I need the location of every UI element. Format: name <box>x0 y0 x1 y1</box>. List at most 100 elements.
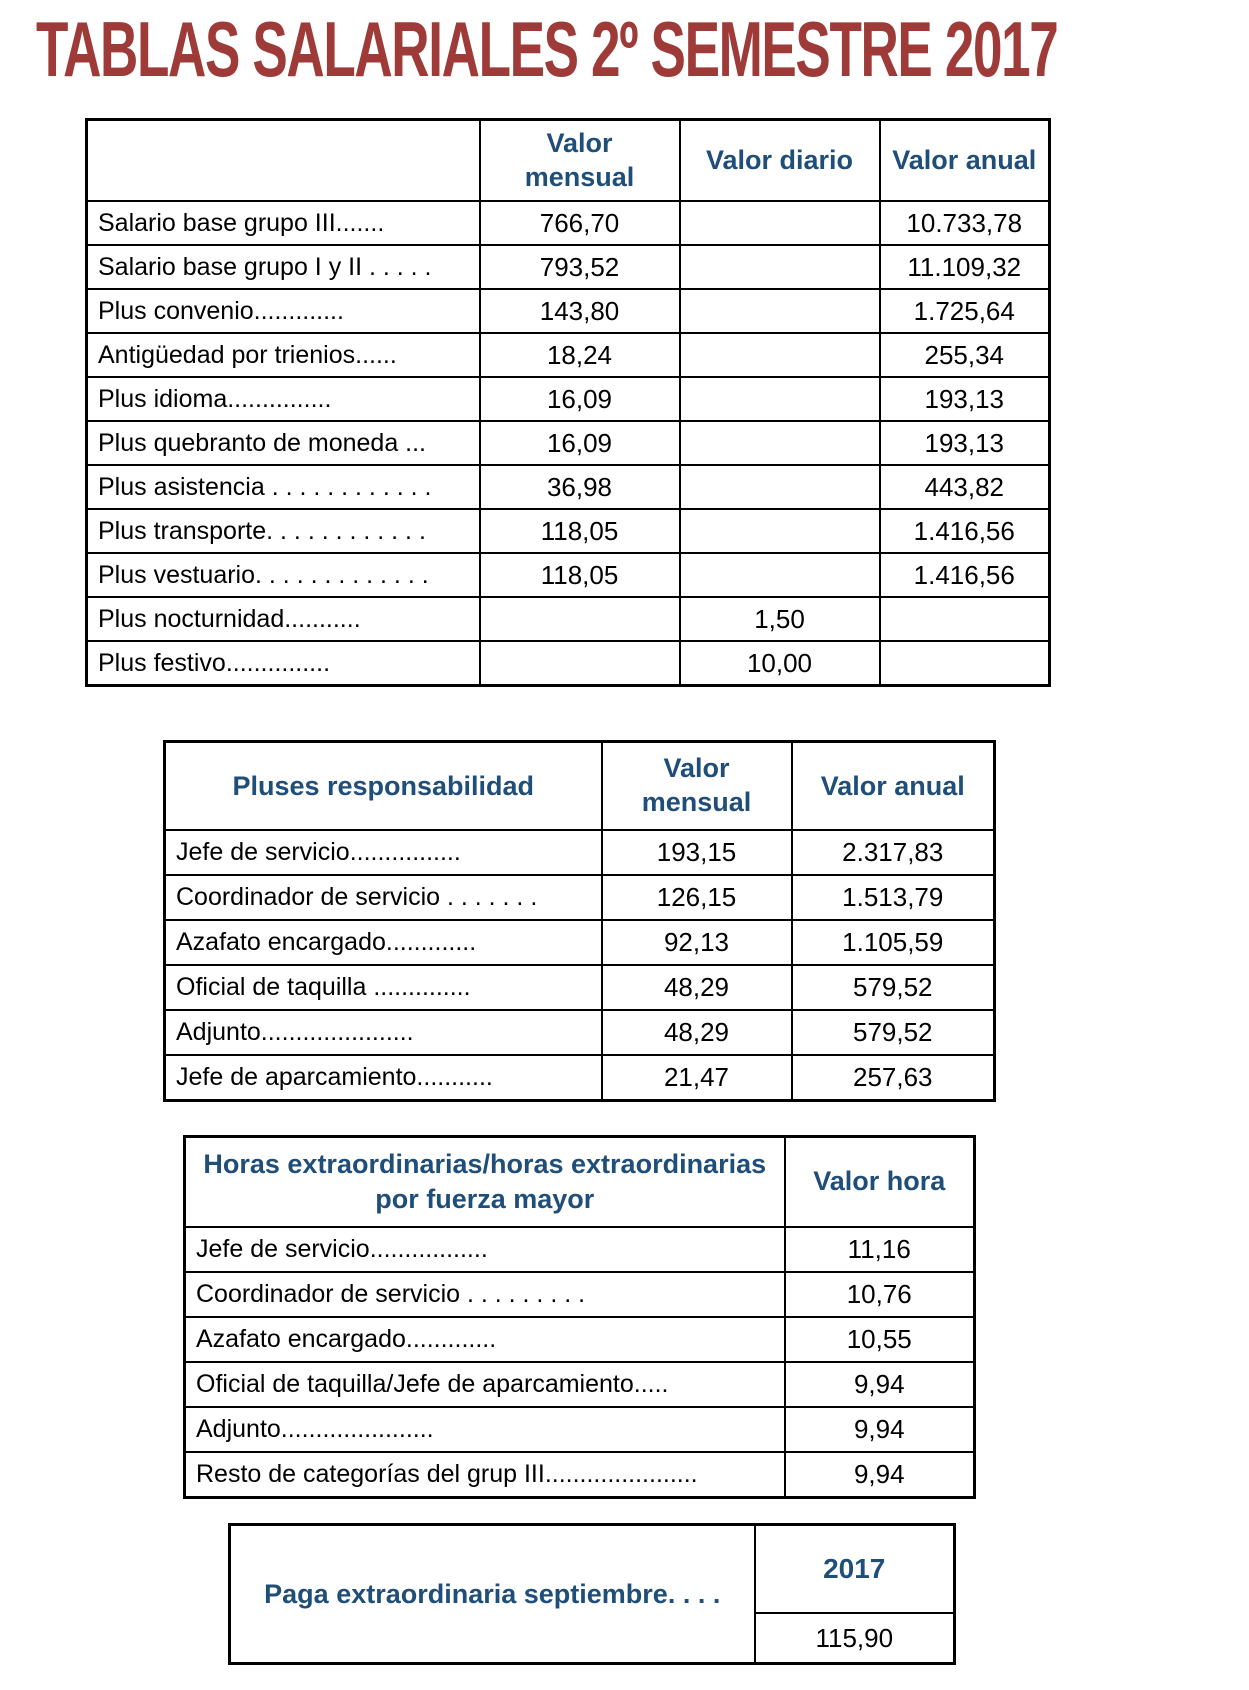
table-row: Azafato encargado............. 10,55 <box>183 1316 976 1363</box>
table-row: Coordinador de servicio . . . . . . . 126… <box>163 874 996 921</box>
valor-anual-cell: 11.109,32 <box>878 244 1051 290</box>
valor-hora-cell: 9,94 <box>783 1451 976 1499</box>
valor-anual-cell: 257,63 <box>790 1054 996 1102</box>
valor-anual-cell <box>878 640 1051 687</box>
table-row: Jefe de aparcamiento........... 21,47 257,… <box>163 1054 996 1102</box>
valor-mensual-cell: 126,15 <box>600 874 793 921</box>
paga-value-row: 115,90 <box>230 1612 956 1665</box>
row-label-cell: Jefe de servicio................ <box>163 829 603 876</box>
row-label-cell: Coordinador de servicio . . . . . . . . … <box>183 1271 786 1318</box>
valor-diario-cell <box>678 464 881 510</box>
valor-anual-cell: 443,82 <box>878 464 1051 510</box>
table-row: Azafato encargado............. 92,13 1.105… <box>163 919 996 966</box>
valor-mensual-cell: 21,47 <box>600 1054 793 1102</box>
valor-diario-cell <box>678 508 881 554</box>
row-label-cell: Plus transporte. . . . . . . . . . . . <box>85 508 481 554</box>
valor-anual-cell: 1.416,56 <box>878 552 1051 598</box>
page-title: TABLAS SALARIALES 2º SEMESTRE 2017 <box>36 5 1059 93</box>
valor-diario-cell <box>678 376 881 422</box>
valor-diario-cell: 1,50 <box>678 596 881 642</box>
valor-mensual-cell: 143,80 <box>478 288 681 334</box>
empty-header-cell <box>85 118 481 202</box>
table-row: Jefe de servicio................ 193,15 2.… <box>163 829 996 876</box>
valor-anual-cell: 1.105,59 <box>790 919 996 966</box>
paga-header-row: Paga extraordinaria septiembre. . . . 20… <box>228 1523 956 1665</box>
valor-mensual-cell: 766,70 <box>478 200 681 246</box>
row-label-cell: Azafato encargado............. <box>163 919 603 966</box>
valor-anual-header: Valor anual <box>790 740 996 831</box>
row-label-cell: Oficial de taquilla .............. <box>163 964 603 1011</box>
valor-mensual-cell: 18,24 <box>478 332 681 378</box>
valor-anual-cell: 579,52 <box>790 964 996 1011</box>
valor-mensual-cell: 793,52 <box>478 244 681 290</box>
pluses-header: Pluses responsabilidad <box>163 740 603 831</box>
table-row: Adjunto...................... 48,29 579,52 <box>163 1009 996 1056</box>
valor-mensual-cell: 118,05 <box>478 508 681 554</box>
valor-diario-cell <box>678 244 881 290</box>
pluses-table: Pluses responsabilidad Valor mensual Val… <box>163 740 996 1102</box>
valor-mensual-cell: 118,05 <box>478 552 681 598</box>
valor-hora-header: Valor hora <box>783 1135 976 1228</box>
table-row: Salario base grupo I y II . . . . . 793,5… <box>85 244 1051 290</box>
valor-hora-cell: 9,94 <box>783 1361 976 1408</box>
table-row: Plus asistencia . . . . . . . . . . . .3… <box>85 464 1051 510</box>
row-label-cell: Plus asistencia . . . . . . . . . . . . <box>85 464 481 510</box>
table-row: Jefe de servicio................. 11,16 <box>183 1226 976 1273</box>
valor-anual-cell: 10.733,78 <box>878 200 1051 246</box>
table-row: Plus idioma............... 16,09 193,13 <box>85 376 1051 422</box>
table-row: Plus nocturnidad........... 1,50 <box>85 596 1051 642</box>
paga-label-cell: Paga extraordinaria septiembre. . . . <box>228 1523 756 1665</box>
horas-table: Horas extraordinarias/horas extraordinar… <box>183 1135 976 1499</box>
table-row: Oficial de taquilla/Jefe de aparcamiento… <box>183 1361 976 1408</box>
valor-hora-cell: 9,94 <box>783 1406 976 1453</box>
row-label-cell: Adjunto...................... <box>183 1406 786 1453</box>
row-label-cell: Adjunto...................... <box>163 1009 603 1056</box>
row-label-cell: Oficial de taquilla/Jefe de aparcamiento… <box>183 1361 786 1408</box>
valor-anual-cell: 1.513,79 <box>790 874 996 921</box>
row-label-cell: Plus festivo............... <box>85 640 481 687</box>
valor-mensual-cell: 193,15 <box>600 829 793 876</box>
paga-table: Paga extraordinaria septiembre. . . . 20… <box>228 1523 956 1665</box>
row-label-cell: Azafato encargado............. <box>183 1316 786 1363</box>
horas-header: Horas extraordinarias/horas extraordinar… <box>183 1135 786 1228</box>
valor-hora-cell: 10,76 <box>783 1271 976 1318</box>
valor-anual-cell: 1.725,64 <box>878 288 1051 334</box>
row-label-cell: Plus nocturnidad........... <box>85 596 481 642</box>
valor-mensual-cell: 16,09 <box>478 376 681 422</box>
valor-mensual-cell <box>478 640 681 687</box>
valor-mensual-cell: 48,29 <box>600 1009 793 1056</box>
table-row: Resto de categorías del grup III........… <box>183 1451 976 1499</box>
table-row: Oficial de taquilla .............. 48,29 5… <box>163 964 996 1011</box>
valor-mensual-cell: 16,09 <box>478 420 681 466</box>
table-row: Salario base grupo III....... 766,70 10.73… <box>85 200 1051 246</box>
valor-mensual-header: Valor mensual <box>478 118 681 202</box>
valor-diario-cell: 10,00 <box>678 640 881 687</box>
year-header-cell: 2017 <box>753 1523 956 1614</box>
row-label-cell: Plus quebranto de moneda ... <box>85 420 481 466</box>
valor-mensual-header: Valor mensual <box>600 740 793 831</box>
valor-mensual-cell: 36,98 <box>478 464 681 510</box>
table-row: Plus transporte. . . . . . . . . . . . 11… <box>85 508 1051 554</box>
row-label-cell: Plus idioma............... <box>85 376 481 422</box>
valor-hora-cell: 10,55 <box>783 1316 976 1363</box>
valor-diario-cell <box>678 552 881 598</box>
table-row: Adjunto...................... 9,94 <box>183 1406 976 1453</box>
table-row: Plus quebranto de moneda ... 16,09 193,13 <box>85 420 1051 466</box>
row-label-cell: Jefe de aparcamiento........... <box>163 1054 603 1102</box>
valor-anual-cell: 193,13 <box>878 420 1051 466</box>
valor-diario-header: Valor diario <box>678 118 881 202</box>
valor-anual-cell: 255,34 <box>878 332 1051 378</box>
valor-mensual-cell <box>478 596 681 642</box>
valor-diario-cell <box>678 288 881 334</box>
valor-anual-cell: 193,13 <box>878 376 1051 422</box>
paga-value-cell: 115,90 <box>753 1612 956 1665</box>
table-row: Plus convenio............. 143,80 1.725,64 <box>85 288 1051 334</box>
table-row: Antigüedad por trienios...... 18,24 255,34 <box>85 332 1051 378</box>
row-label-cell: Salario base grupo I y II . . . . . <box>85 244 481 290</box>
valor-anual-cell: 1.416,56 <box>878 508 1051 554</box>
row-label-cell: Coordinador de servicio . . . . . . . <box>163 874 603 921</box>
salary-table-header-row: Valor mensual Valor diario Valor anual <box>85 118 1051 202</box>
row-label-cell: Jefe de servicio................. <box>183 1226 786 1273</box>
row-label-cell: Plus convenio............. <box>85 288 481 334</box>
